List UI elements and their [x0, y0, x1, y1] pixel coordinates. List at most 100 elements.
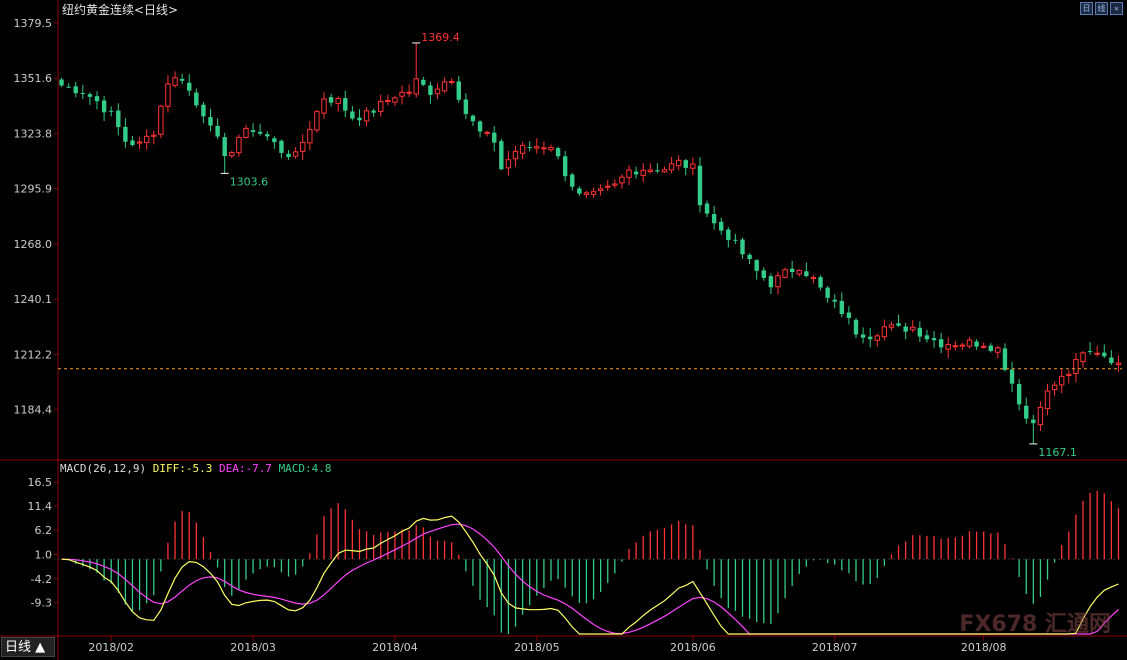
- candle-body-down: [733, 239, 738, 241]
- candle-body-down: [222, 137, 227, 157]
- candle-body-down: [1031, 419, 1036, 424]
- candle-body-down: [974, 341, 979, 347]
- day-toggle-button[interactable]: 日: [1080, 2, 1093, 15]
- candle-body-down: [527, 147, 532, 149]
- candle-body-up: [980, 345, 987, 348]
- candle-body-up: [583, 192, 590, 195]
- candle-body-up: [292, 151, 299, 157]
- candle-body-up: [151, 134, 157, 137]
- candle-body-up: [605, 185, 611, 188]
- candle-body-up: [995, 347, 1001, 353]
- candle-body-down: [931, 338, 937, 341]
- candle-body-down: [272, 138, 277, 143]
- period-selector-tab[interactable]: 日线 ▲: [1, 637, 55, 657]
- candle-body-down: [655, 170, 660, 172]
- candle-body-down: [903, 326, 908, 332]
- candle-body-down: [938, 339, 944, 348]
- candle-body-up: [782, 269, 788, 278]
- candle-body-up: [172, 77, 178, 86]
- macd-tick-label: 1.0: [35, 549, 53, 562]
- candle-body-up: [165, 83, 171, 107]
- price-tick-label: 1295.9: [14, 183, 53, 196]
- candle-body-down: [726, 229, 731, 241]
- macd-legend-title: MACD(26,12,9): [60, 462, 147, 475]
- candle-body-up: [910, 326, 916, 331]
- candle-body-down: [1109, 357, 1114, 364]
- candle-body-up: [590, 191, 597, 195]
- candle-body-up: [307, 129, 313, 144]
- candle-body-down: [80, 92, 86, 94]
- candle-body-up: [534, 146, 540, 149]
- candle-body-down: [421, 79, 426, 85]
- macd-legend-dea: DEA:-7.7: [218, 462, 272, 475]
- candle-body-up: [959, 344, 966, 347]
- candle-body-down: [570, 174, 575, 187]
- candle-body-down: [499, 141, 504, 170]
- corner-buttons: 日 线 ✕: [1080, 2, 1123, 15]
- macd-tick-label: 11.4: [28, 500, 53, 513]
- candle-body-down: [577, 188, 582, 194]
- candle-body-up: [775, 275, 781, 288]
- candle-body-down: [789, 268, 795, 273]
- candle-body-down: [747, 254, 752, 260]
- candle-body-up: [619, 176, 625, 184]
- candle-body-up: [945, 343, 951, 350]
- candle-body-down: [101, 100, 107, 113]
- time-tick-label: 2018/03: [230, 641, 276, 654]
- candle-body-up: [512, 150, 519, 160]
- chart-title: 纽约黄金连续<日线>: [62, 3, 179, 17]
- price-tick-label: 1323.8: [14, 127, 53, 140]
- candle-body-down: [73, 86, 78, 94]
- candle-body-down: [179, 78, 185, 81]
- macd-legend-macd: MACD:4.8: [278, 462, 332, 475]
- annotation-label-high: 1369.4: [421, 31, 460, 44]
- candle-body-up: [1059, 375, 1065, 386]
- candle-body-up: [335, 98, 341, 104]
- candle-body-up: [236, 136, 242, 154]
- candle-body-down: [896, 323, 901, 326]
- candle-body-up: [952, 345, 959, 348]
- candle-body-up: [314, 111, 320, 131]
- candle-body-down: [250, 130, 256, 133]
- macd-tick-label: 6.2: [35, 524, 53, 537]
- candle-body-down: [456, 81, 461, 100]
- candle-body-up: [668, 163, 675, 171]
- candle-body-up: [647, 169, 653, 173]
- candle-body-down: [257, 131, 263, 134]
- candle-body-down: [87, 94, 93, 97]
- candle-body-up: [136, 141, 143, 144]
- candle-body-down: [633, 171, 639, 175]
- candle-body-up: [541, 147, 547, 150]
- candle-body-up: [888, 324, 895, 328]
- candle-body-down: [818, 277, 823, 288]
- candle-body-down: [924, 335, 930, 340]
- candle-body-up: [300, 141, 306, 152]
- candle-body-down: [371, 110, 376, 113]
- candle-body-down: [853, 319, 859, 335]
- time-tick-label: 2018/04: [372, 641, 418, 654]
- price-tick-label: 1212.2: [14, 349, 53, 362]
- candle-body-down: [66, 86, 71, 88]
- candle-body-down: [1016, 384, 1022, 405]
- candle-body-down: [492, 132, 497, 143]
- candle-body-down: [867, 336, 873, 340]
- time-tick-label: 2018/07: [812, 641, 858, 654]
- candle-body-down: [555, 148, 561, 157]
- line-toggle-button[interactable]: 线: [1095, 2, 1108, 15]
- candle-body-down: [123, 126, 128, 142]
- annotation-label-low: 1303.6: [230, 175, 269, 188]
- candle-body-down: [208, 117, 213, 126]
- candle-body-up: [413, 78, 419, 95]
- candle-body-down: [187, 82, 192, 91]
- candle-body-down: [215, 125, 220, 137]
- candle-body-up: [881, 326, 888, 338]
- close-button[interactable]: ✕: [1110, 2, 1123, 15]
- candle-body-up: [392, 97, 398, 103]
- candle-body-down: [94, 96, 100, 102]
- candle-body-down: [860, 334, 866, 338]
- candle-body-down: [1024, 405, 1029, 419]
- candle-body-down: [832, 299, 837, 302]
- candle-body-down: [470, 115, 476, 122]
- price-tick-label: 1268.0: [14, 238, 53, 251]
